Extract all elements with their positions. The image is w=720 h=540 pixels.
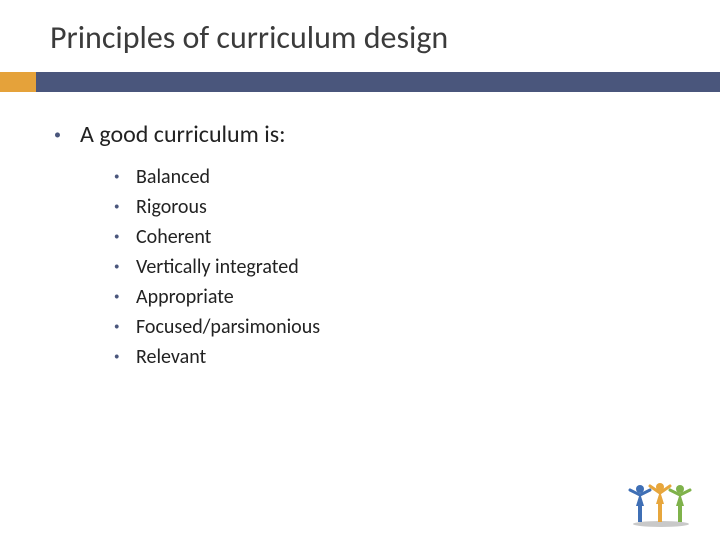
bullet-icon: • [112,164,136,190]
bullet-level2-text: Balanced [136,164,210,190]
bullet-icon: • [112,224,136,250]
bullet-level2-item: • Vertically integrated [112,254,670,280]
bullet-level2-item: • Appropriate [112,284,670,310]
bullet-icon: • [112,344,136,370]
bullet-level2-text: Vertically integrated [136,254,299,280]
bullet-level2-text: Rigorous [136,194,207,220]
bullet-level2-text: Appropriate [136,284,234,310]
slide-body: • A good curriculum is: • Balanced • Rig… [50,120,670,374]
bullet-level2-text: Coherent [136,224,211,250]
bullet-level2-text: Relevant [136,344,206,370]
title-bar-accent [0,72,36,92]
bullet-level2-text: Focused/parsimonious [136,314,320,340]
bullet-level2-list: • Balanced • Rigorous • Coherent • Verti… [112,164,670,370]
people-logo-icon [626,478,696,528]
bullet-icon: • [112,284,136,310]
bullet-icon: • [112,314,136,340]
title-bar [0,72,720,92]
bullet-level2-item: • Focused/parsimonious [112,314,670,340]
bullet-icon: • [112,254,136,280]
bullet-level2-item: • Balanced [112,164,670,190]
bullet-level2-item: • Relevant [112,344,670,370]
bullet-level2-item: • Rigorous [112,194,670,220]
slide-title: Principles of curriculum design [50,18,448,57]
bullet-level2-item: • Coherent [112,224,670,250]
bullet-level1: • A good curriculum is: [50,120,670,150]
bullet-icon: • [50,120,80,150]
bullet-level1-text: A good curriculum is: [80,120,286,150]
bullet-icon: • [112,194,136,220]
